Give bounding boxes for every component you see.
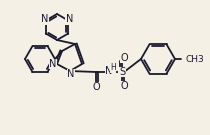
Text: N: N: [41, 14, 49, 24]
Text: N: N: [49, 59, 57, 69]
Text: H: H: [110, 63, 116, 72]
Text: O: O: [92, 82, 100, 92]
Text: O: O: [120, 53, 128, 63]
Text: S: S: [119, 67, 125, 77]
Text: N: N: [66, 14, 73, 24]
Text: N: N: [105, 66, 113, 76]
Text: CH3: CH3: [186, 55, 205, 63]
Text: O: O: [120, 81, 128, 91]
Text: N: N: [67, 69, 75, 79]
